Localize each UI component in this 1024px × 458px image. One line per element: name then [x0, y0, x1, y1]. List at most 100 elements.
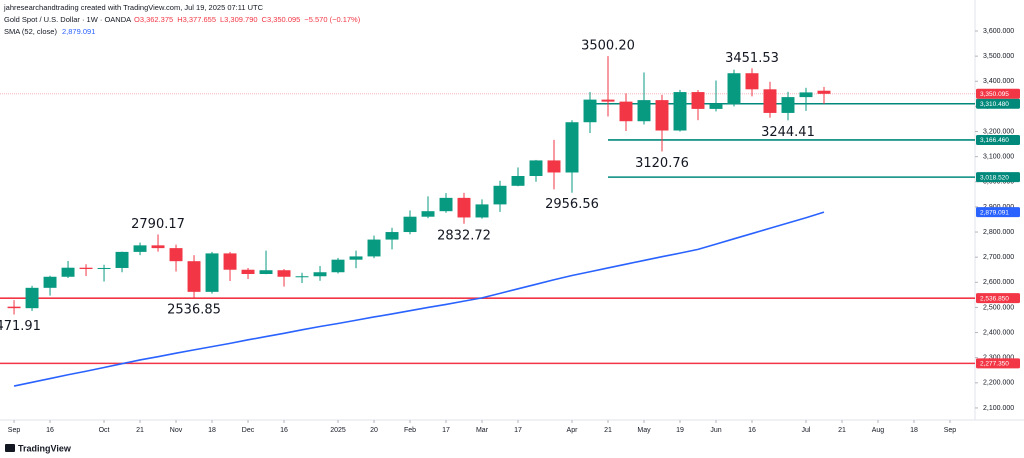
- y-tick-label: 3,100.000: [983, 153, 1014, 160]
- candle: [241, 267, 255, 280]
- y-tick-label: 2,400.000: [983, 329, 1014, 336]
- candle: [745, 68, 759, 97]
- candle-body: [115, 251, 129, 268]
- candle: [61, 260, 75, 279]
- title: Gold Spot / U.S. Dollar · 1W · OANDA: [4, 15, 131, 24]
- x-tick-label: Apr: [567, 427, 579, 434]
- y-tick-label: 3,200.000: [983, 128, 1014, 135]
- footer: TradingView: [18, 443, 72, 453]
- price-label-box: [976, 134, 1020, 145]
- x-tick-label: Nov: [170, 427, 183, 434]
- candle: [529, 159, 543, 182]
- x-tick-label: Aug: [872, 427, 885, 434]
- y-tick-label: 2,600.000: [983, 279, 1014, 286]
- candle-body: [385, 232, 399, 240]
- candle: [97, 264, 111, 282]
- candle: [169, 244, 183, 272]
- candle-body: [43, 276, 57, 288]
- price-annotation: 2832.72: [437, 228, 491, 243]
- y-tick-label: 2,200.000: [983, 380, 1014, 387]
- candle-body: [7, 306, 21, 309]
- candle-body: [241, 269, 255, 275]
- x-tick-label: 19: [676, 427, 684, 434]
- x-tick-label: 2025: [330, 427, 346, 434]
- candle-body: [331, 259, 345, 273]
- ohlc-label: H3,377.655: [177, 15, 216, 24]
- y-tick-label: 2,700.000: [983, 254, 1014, 261]
- price-label: 2,536.850: [980, 295, 1009, 302]
- candle: [79, 264, 93, 277]
- x-tick-label: 16: [280, 427, 288, 434]
- candle-body: [745, 73, 759, 90]
- y-tick-label: 2,300.000: [983, 355, 1014, 362]
- price-label-box: [976, 207, 1020, 218]
- candle-body: [817, 90, 831, 94]
- candle-body: [565, 122, 579, 173]
- candle-body: [79, 267, 93, 269]
- candle: [385, 227, 399, 250]
- price-label: 3,350.095: [980, 91, 1009, 98]
- price-label: 3,310.480: [980, 101, 1009, 108]
- x-tick-label: 17: [442, 427, 450, 434]
- candle-body: [781, 97, 795, 113]
- x-tick-label: Oct: [99, 427, 110, 434]
- candle: [475, 199, 489, 219]
- price-label-box: [976, 88, 1020, 99]
- price-annotation: 3500.20: [581, 39, 635, 54]
- candle-body: [97, 267, 111, 269]
- candle: [223, 251, 237, 282]
- candle-body: [439, 197, 453, 212]
- candle-body: [367, 239, 381, 257]
- x-tick-label: Jun: [710, 427, 721, 434]
- price-label: 2,277.350: [980, 361, 1009, 368]
- candle-body: [259, 270, 273, 275]
- candle-body: [349, 256, 363, 260]
- sma-legend: SMA (52, close): [4, 27, 57, 36]
- candle-body: [493, 185, 507, 205]
- candle-body: [655, 100, 669, 131]
- ohlc-label: C3,350.095: [262, 15, 301, 24]
- y-tick-label: 3,400.000: [983, 78, 1014, 85]
- candle: [367, 235, 381, 259]
- price-label-box: [976, 98, 1020, 109]
- price-annotation: 2790.17: [131, 217, 185, 232]
- sma-line: [13, 211, 825, 387]
- candle-body: [547, 160, 561, 173]
- candle-body: [205, 253, 219, 292]
- sma-legend-value: 2,879.091: [62, 27, 95, 36]
- x-tick-label: Jul: [802, 427, 811, 434]
- x-tick-label: Sep: [8, 427, 21, 434]
- candle-body: [403, 216, 417, 233]
- candle: [511, 167, 525, 187]
- candle-body: [601, 99, 615, 102]
- candle-body: [151, 245, 165, 249]
- candle-body: [673, 92, 687, 131]
- candle-body: [475, 204, 489, 218]
- candle: [457, 192, 471, 224]
- y-tick-label: 3,600.000: [983, 28, 1014, 35]
- price-label: 3,018.520: [980, 174, 1009, 181]
- candle: [259, 250, 273, 275]
- candle: [709, 80, 723, 112]
- candle-body: [169, 248, 183, 262]
- price-annotation: 2956.56: [545, 197, 599, 212]
- candle: [673, 89, 687, 132]
- candle: [619, 93, 633, 132]
- candle: [133, 242, 147, 256]
- candle-body: [619, 101, 633, 122]
- ohlc-label: O3,362.375: [134, 15, 173, 24]
- candle-body: [421, 211, 435, 217]
- candle: [781, 91, 795, 121]
- candle: [349, 250, 363, 269]
- price-annotation: 3120.76: [635, 156, 689, 171]
- y-tick-label: 3,500.000: [983, 53, 1014, 60]
- candle-body: [187, 261, 201, 292]
- logo-icon: [5, 444, 15, 452]
- candle: [403, 210, 417, 235]
- price-annotation: 2536.85: [167, 303, 221, 318]
- candle-body: [313, 272, 327, 277]
- x-tick-label: 17: [514, 427, 522, 434]
- candle: [799, 87, 813, 111]
